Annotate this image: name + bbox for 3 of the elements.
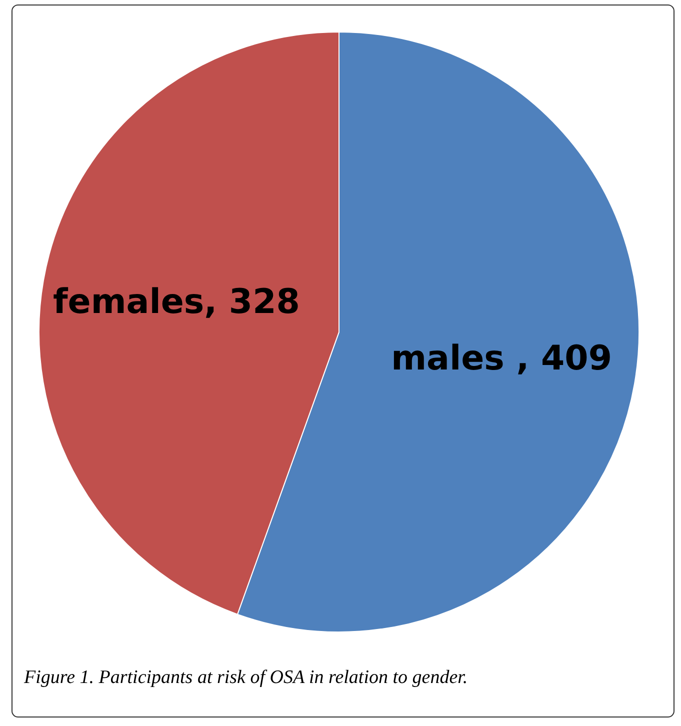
data-label: males , 409 — [391, 338, 612, 379]
data-label: females, 328 — [53, 282, 300, 322]
caption: Figure 1. Participants at risk of OSA in relation to gender. — [23, 667, 468, 688]
